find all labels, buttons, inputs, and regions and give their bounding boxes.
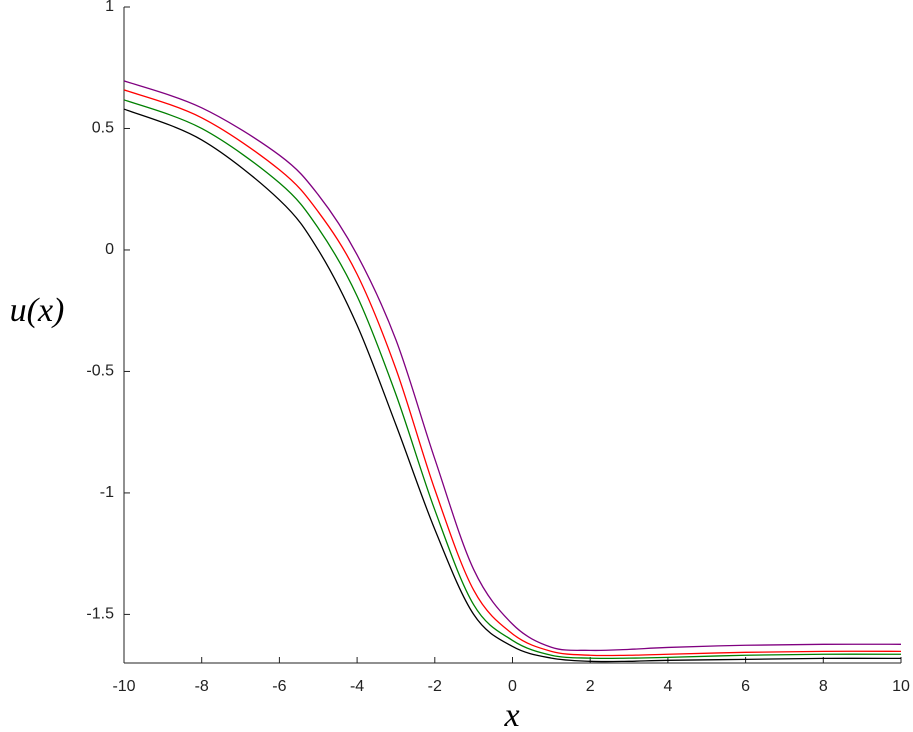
x-tick-label: 6 <box>741 678 750 695</box>
x-tick-label: 2 <box>586 678 595 695</box>
x-axis-label: x <box>503 697 519 732</box>
y-tick-label: 1 <box>105 0 114 15</box>
series-line <box>123 108 902 663</box>
x-tick-label: -6 <box>272 678 286 695</box>
y-tick-label: -1 <box>100 484 114 501</box>
x-tick-label: -10 <box>112 678 135 695</box>
series-line <box>123 89 902 657</box>
x-tick-label: 4 <box>663 678 672 695</box>
x-tick-label: 8 <box>819 678 828 695</box>
x-tick-label: -8 <box>195 678 209 695</box>
x-tick-label: -4 <box>350 678 364 695</box>
series-line <box>123 99 902 660</box>
y-axis-label: u(x) <box>10 292 65 329</box>
y-tick-label: -1.5 <box>86 606 114 623</box>
x-tick-label: -2 <box>428 678 442 695</box>
series-line <box>123 80 902 652</box>
x-tick-label: 0 <box>508 678 517 695</box>
y-tick-label: 0 <box>105 241 114 258</box>
x-tick-label: 10 <box>892 678 910 695</box>
y-tick-label: 0.5 <box>92 120 114 137</box>
y-tick-label: -0.5 <box>86 363 114 380</box>
